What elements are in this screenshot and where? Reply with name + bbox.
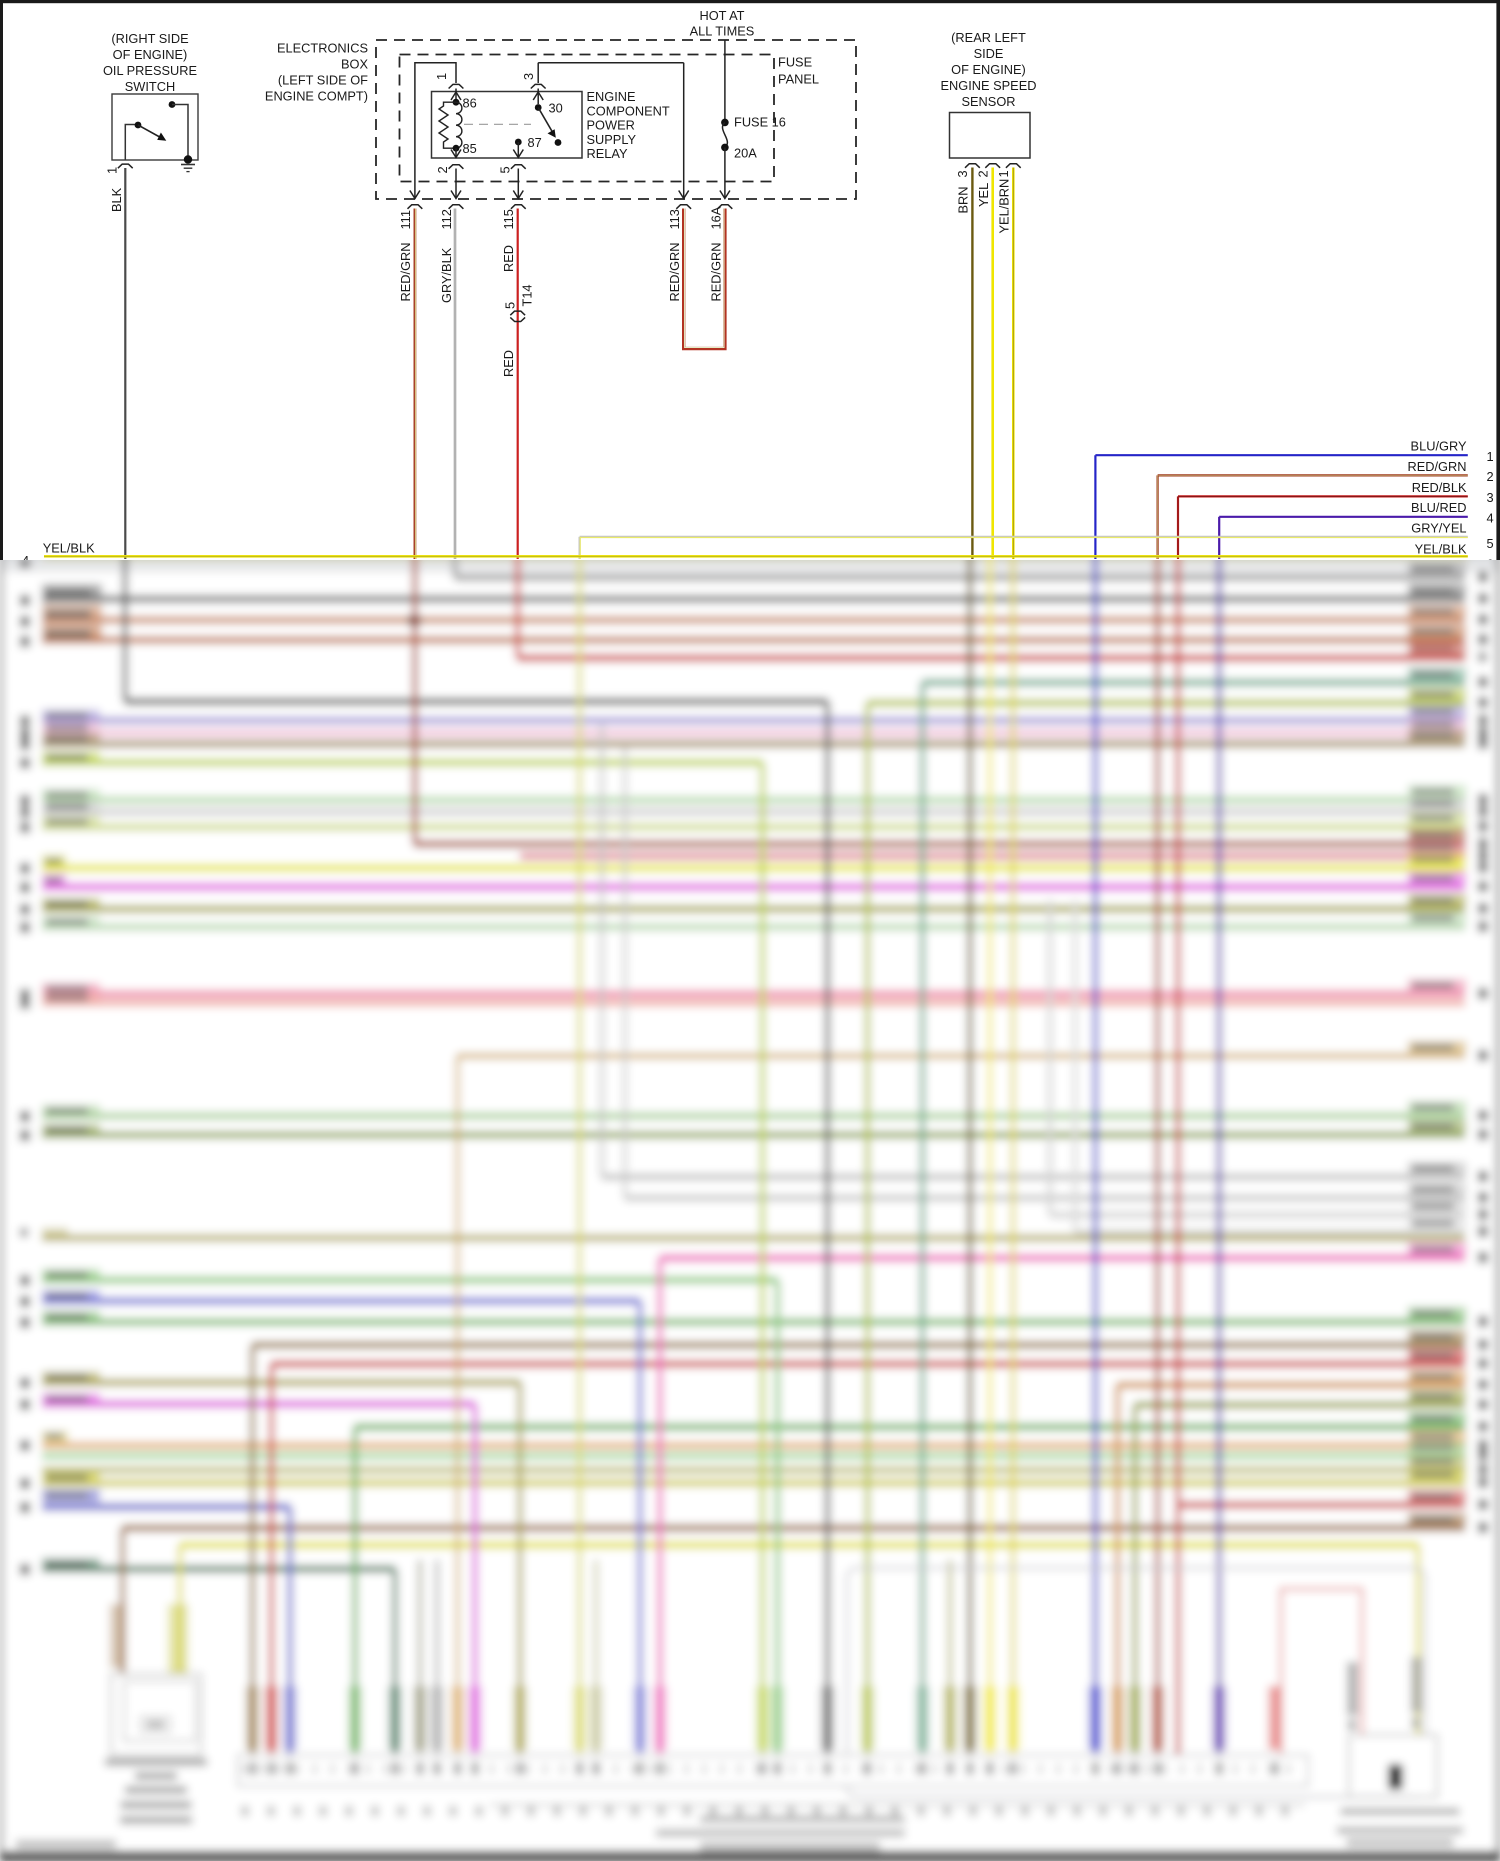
svg-text:PANEL: PANEL: [778, 72, 819, 87]
svg-text:FUSE 16: FUSE 16: [734, 115, 786, 130]
svg-text:4: 4: [1487, 510, 1494, 525]
svg-text:4: 4: [22, 553, 29, 560]
svg-text:87: 87: [528, 135, 542, 150]
svg-text:RED/BLK: RED/BLK: [1412, 480, 1467, 495]
svg-text:OIL PRESSURE: OIL PRESSURE: [103, 63, 197, 78]
svg-text:5: 5: [503, 302, 518, 309]
svg-text:ALL TIMES: ALL TIMES: [690, 24, 755, 39]
svg-text:OF ENGINE): OF ENGINE): [113, 47, 188, 62]
svg-text:OF ENGINE): OF ENGINE): [951, 62, 1026, 77]
svg-text:111: 111: [398, 210, 413, 229]
svg-text:20A: 20A: [734, 146, 757, 161]
svg-text:HOT AT: HOT AT: [699, 8, 744, 23]
svg-text:POWER: POWER: [587, 118, 635, 133]
svg-text:SWITCH: SWITCH: [125, 79, 175, 94]
svg-text:113: 113: [667, 209, 682, 229]
svg-text:ENGINE COMPT): ENGINE COMPT): [265, 89, 368, 104]
svg-text:6: 6: [1487, 556, 1494, 560]
svg-text:SIDE: SIDE: [974, 46, 1004, 61]
svg-text:ELECTRONICS: ELECTRONICS: [277, 41, 368, 56]
svg-text:1: 1: [434, 73, 449, 80]
svg-text:2: 2: [976, 170, 991, 177]
svg-text:5: 5: [1487, 536, 1494, 551]
svg-text:1: 1: [1487, 449, 1494, 464]
svg-text:112: 112: [439, 209, 454, 229]
svg-text:30: 30: [549, 101, 563, 116]
svg-text:SENSOR: SENSOR: [961, 94, 1015, 109]
svg-text:RELAY: RELAY: [587, 146, 628, 161]
svg-text:85: 85: [463, 141, 477, 156]
svg-text:1: 1: [996, 170, 1011, 177]
svg-text:3: 3: [1487, 490, 1494, 505]
svg-text:86: 86: [463, 96, 477, 111]
svg-text:YEL/BRN: YEL/BRN: [997, 179, 1012, 234]
svg-text:(RIGHT SIDE: (RIGHT SIDE: [111, 31, 188, 46]
svg-text:(REAR LEFT: (REAR LEFT: [951, 30, 1026, 45]
svg-text:BLU/GRY: BLU/GRY: [1411, 439, 1467, 454]
svg-text:RED: RED: [501, 350, 516, 377]
svg-text:GRY/BLK: GRY/BLK: [439, 247, 454, 303]
svg-text:ENGINE: ENGINE: [587, 89, 636, 104]
svg-text:T14: T14: [520, 284, 535, 306]
svg-text:16A: 16A: [708, 206, 723, 229]
svg-text:BRN: BRN: [956, 186, 971, 213]
svg-text:ENGINE SPEED: ENGINE SPEED: [940, 78, 1036, 93]
svg-text:YEL/BLK: YEL/BLK: [1415, 542, 1467, 557]
svg-text:5: 5: [498, 166, 513, 173]
svg-text:BLK: BLK: [109, 187, 124, 212]
svg-text:COMPONENT: COMPONENT: [587, 103, 670, 118]
svg-text:3: 3: [955, 170, 970, 177]
svg-text:BOX: BOX: [341, 57, 368, 72]
svg-text:FUSE: FUSE: [778, 55, 812, 70]
svg-text:YEL/BLK: YEL/BLK: [43, 541, 95, 556]
svg-text:RED/GRN: RED/GRN: [667, 242, 682, 301]
svg-text:SUPPLY: SUPPLY: [587, 132, 637, 147]
svg-text:3: 3: [521, 73, 536, 80]
svg-text:115: 115: [501, 209, 516, 229]
svg-text:BLU/RED: BLU/RED: [1411, 500, 1466, 515]
svg-text:GRY/YEL: GRY/YEL: [1411, 521, 1466, 536]
svg-text:2: 2: [435, 166, 450, 173]
svg-text:1: 1: [105, 167, 120, 174]
svg-text:2: 2: [1487, 469, 1494, 484]
svg-text:RED/GRN: RED/GRN: [708, 242, 723, 301]
svg-text:YEL: YEL: [976, 183, 991, 207]
svg-text:(LEFT SIDE OF: (LEFT SIDE OF: [278, 73, 368, 88]
svg-text:RED/GRN: RED/GRN: [398, 242, 413, 301]
svg-text:RED/GRN: RED/GRN: [1407, 459, 1466, 474]
svg-text:RED: RED: [501, 245, 516, 272]
